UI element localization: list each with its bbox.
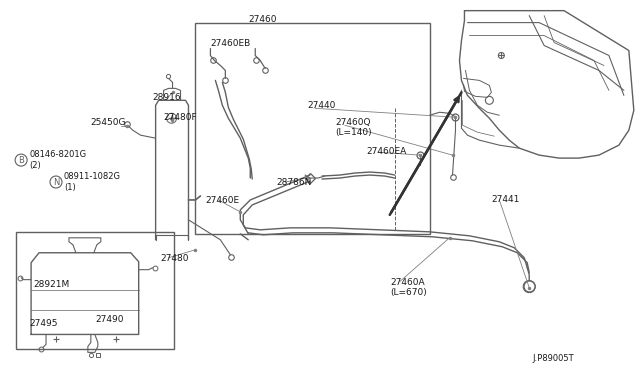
Text: (L=670): (L=670) (391, 288, 428, 296)
Text: 27460E: 27460E (205, 196, 239, 205)
Text: 27460A: 27460A (391, 278, 426, 287)
Text: 28916: 28916 (152, 93, 181, 102)
Text: 28786N: 28786N (276, 178, 312, 187)
Text: 08146-8201G
(2): 08146-8201G (2) (29, 150, 86, 170)
Text: 27480: 27480 (161, 254, 189, 263)
Text: 28921M: 28921M (33, 280, 69, 289)
Bar (195, 23, 429, 234)
Text: N: N (53, 177, 59, 186)
Text: J.P89005T: J.P89005T (532, 355, 574, 363)
Text: 27480F: 27480F (164, 113, 197, 122)
Text: 27440: 27440 (307, 101, 335, 110)
Text: 27495: 27495 (29, 320, 58, 328)
Text: 27490: 27490 (96, 314, 124, 324)
Text: 27460: 27460 (248, 15, 276, 24)
Text: 27460Q: 27460Q (335, 118, 371, 127)
Text: 27460EB: 27460EB (211, 39, 251, 48)
Bar (16, 232, 173, 349)
Text: 27441: 27441 (492, 195, 520, 204)
Text: 08911-1082G
(1): 08911-1082G (1) (64, 172, 121, 192)
Text: 25450G: 25450G (91, 118, 126, 127)
Text: B: B (18, 155, 24, 164)
Text: 27460EA: 27460EA (367, 147, 407, 156)
Text: (L=140): (L=140) (335, 128, 372, 137)
